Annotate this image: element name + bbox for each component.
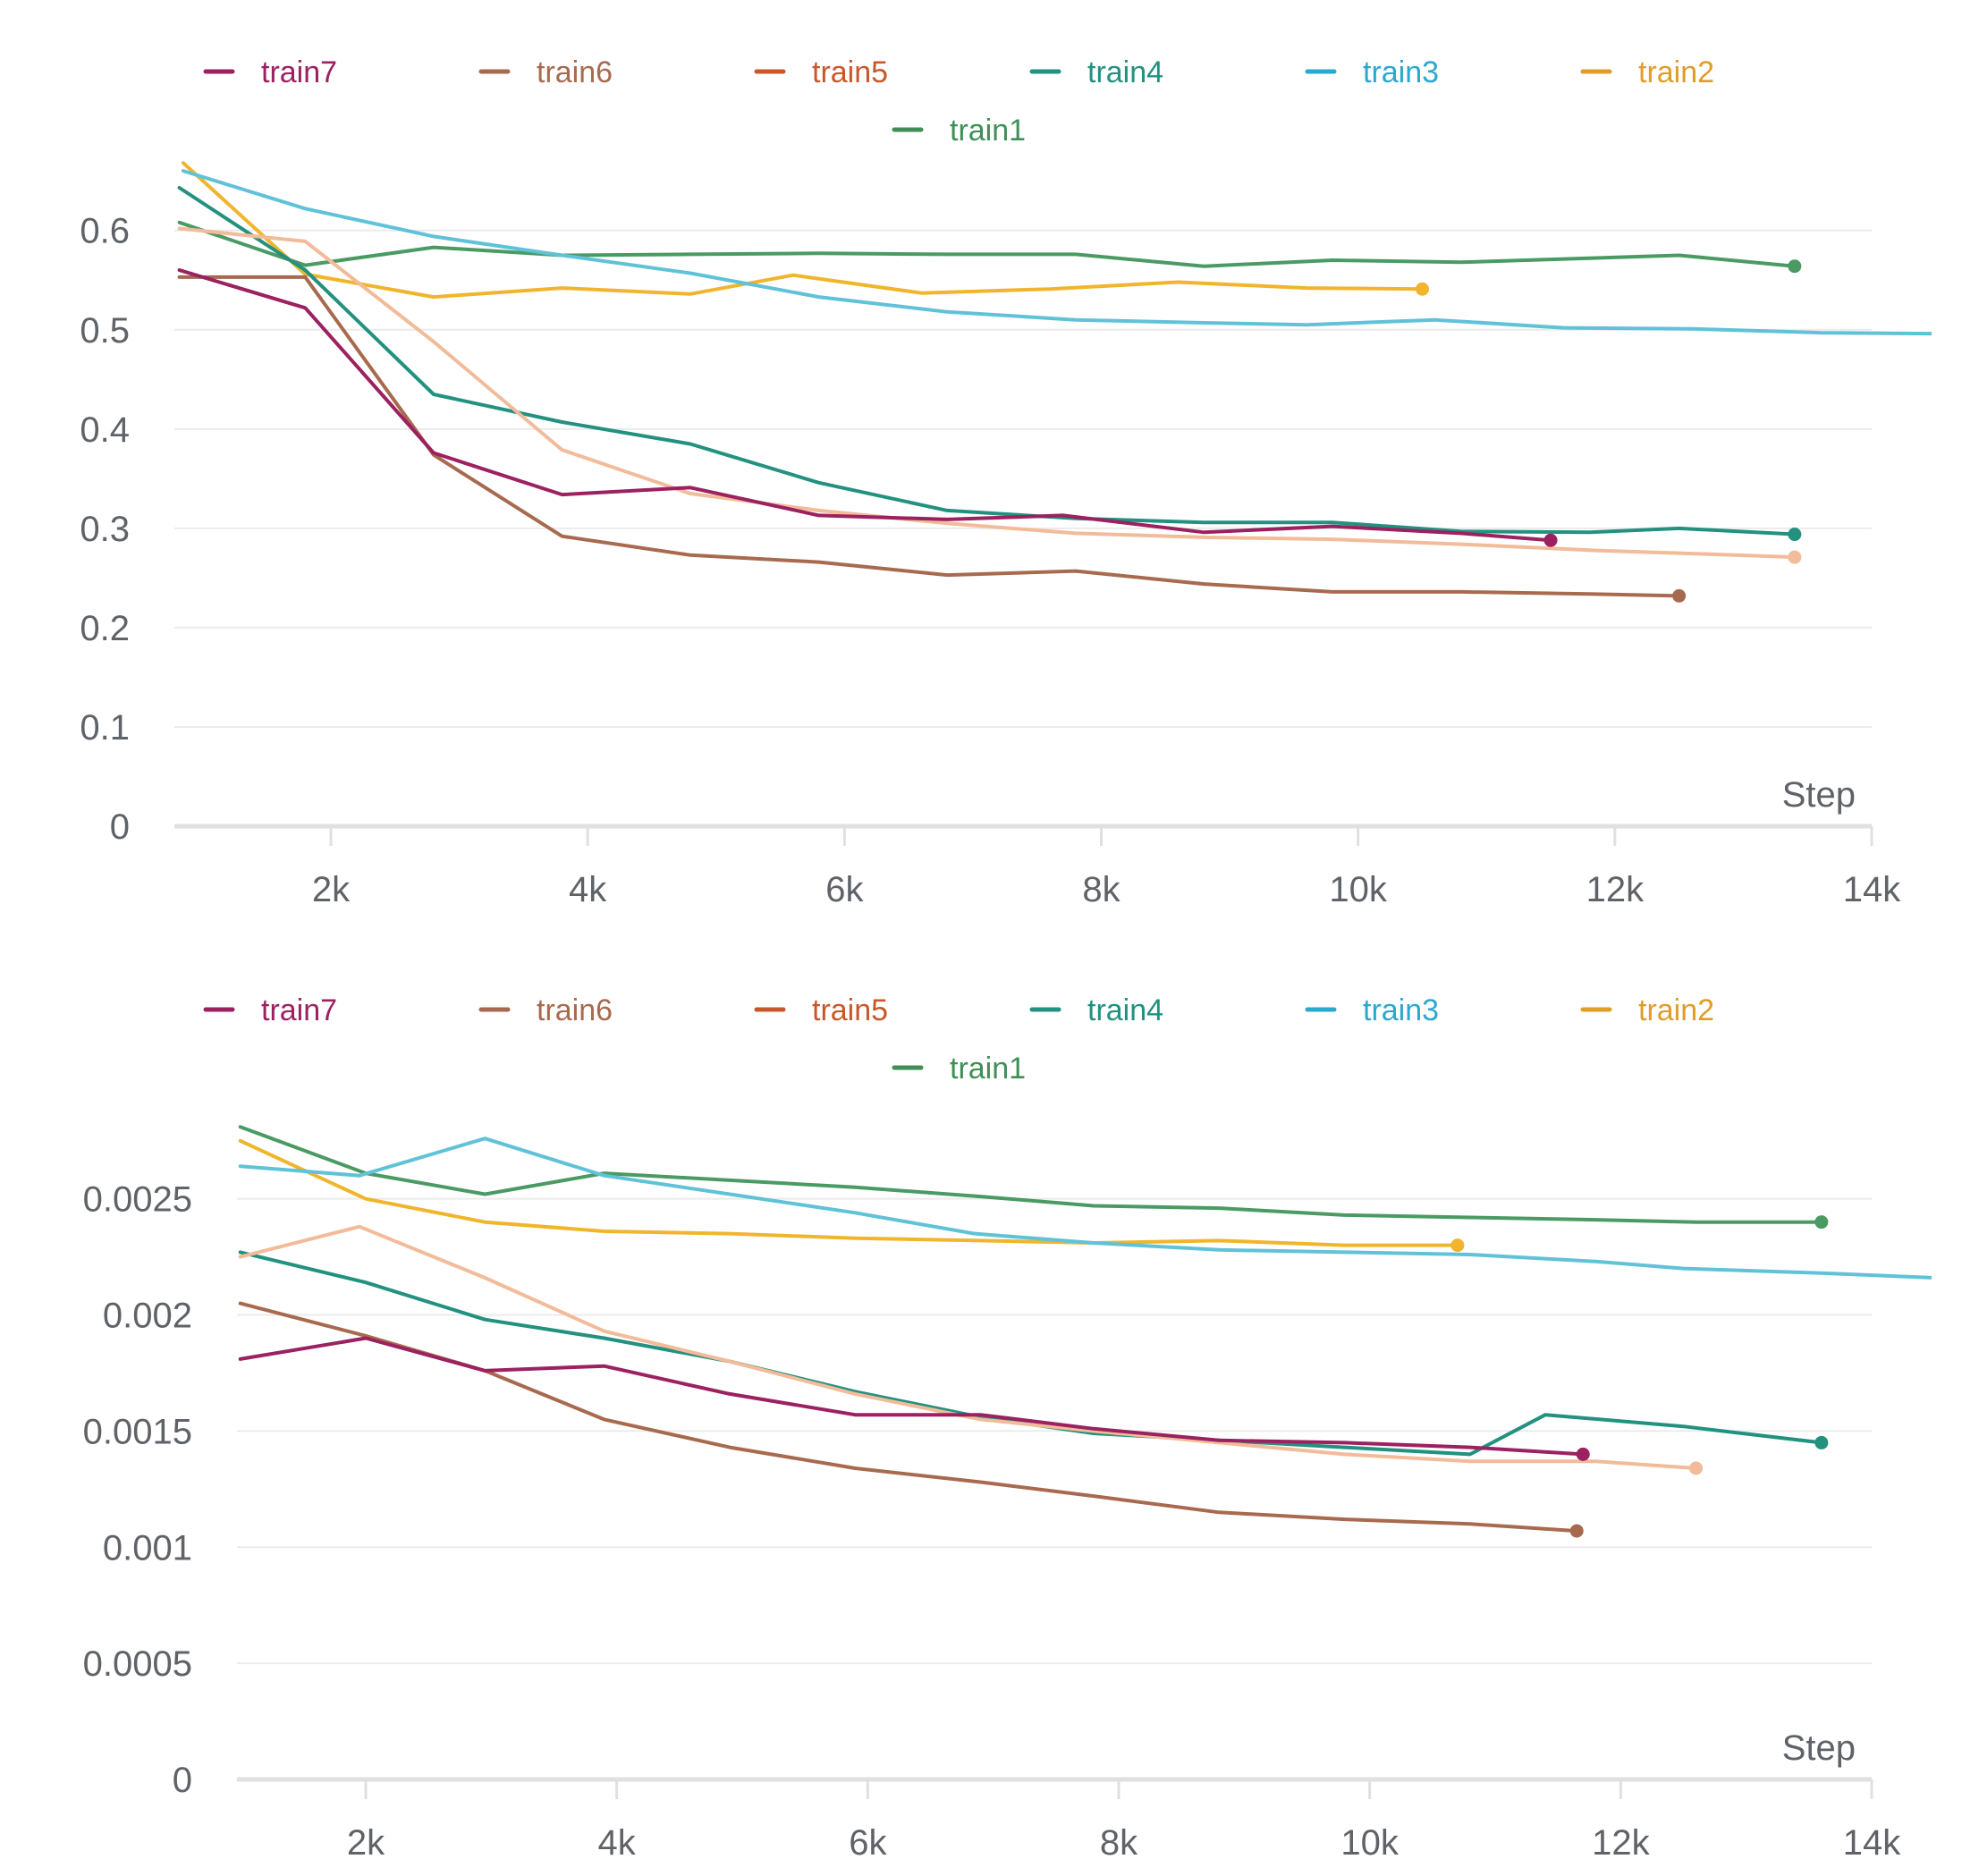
- legend-label-train5: train5: [812, 55, 888, 89]
- chart1-line-train5[interactable]: [177, 226, 1797, 560]
- chart1-legend: train7 train6 train5 train4 train3 train2 trai…: [203, 55, 1714, 148]
- legend-entry-train3[interactable]: train3: [1305, 993, 1439, 1027]
- legend-entry-train7[interactable]: train7: [203, 993, 337, 1027]
- chart1-line-train7[interactable]: [177, 268, 1552, 543]
- chart1-xtick-label: 14k: [1843, 870, 1901, 909]
- chart2-xtick-label: 10k: [1340, 1823, 1399, 1863]
- legend-entry-train4[interactable]: train4: [1029, 993, 1163, 1027]
- chart1-xtick-label: 4k: [569, 870, 607, 909]
- chart2-endpoint-train1[interactable]: [1814, 1215, 1829, 1230]
- legend-entry-train5[interactable]: train5: [754, 55, 888, 89]
- chart1-xtick-label: 2k: [312, 870, 351, 909]
- legend-entry-train7[interactable]: train7: [203, 55, 337, 89]
- legend-label-train1: train1: [950, 1052, 1026, 1086]
- chart1-endpoint-train2[interactable]: [1415, 282, 1429, 296]
- legend-label-train5: train5: [812, 993, 888, 1027]
- chart1-x-axis-title: Step: [1782, 775, 1856, 815]
- chart1-xtick-label: 12k: [1586, 870, 1645, 909]
- chart1-line-train1[interactable]: [177, 220, 1797, 268]
- chart1-series-group: [177, 161, 1936, 603]
- chart1-ytick-label: 0.3: [80, 510, 130, 549]
- chart1-ytick-label: 0: [110, 807, 130, 847]
- legend-label-train3: train3: [1363, 55, 1439, 89]
- chart1-endpoint-train1[interactable]: [1788, 259, 1802, 274]
- chart1-ytick-label: 0.2: [80, 609, 130, 648]
- chart2-ytick-label: 0.002: [103, 1297, 192, 1336]
- chart2-line-train2[interactable]: [238, 1138, 1459, 1247]
- loss-chart-bottom: 0 0.0005 0.001 0.0015 0.002 0.0025 2k 4k 6k 8k 10k…: [83, 993, 1935, 1863]
- chart2-line-train3[interactable]: [238, 1137, 1935, 1280]
- chart1-endpoint-train6[interactable]: [1672, 588, 1687, 603]
- chart1-plot: 0 0.1 0.2 0.3 0.4 0.5 0.6 2k 4k 6k 8k 10k 12k 14k Step: [80, 161, 1936, 909]
- legend-entry-train4[interactable]: train4: [1029, 55, 1163, 89]
- chart1-ytick-label: 0.5: [80, 311, 130, 351]
- chart1-endpoint-train7[interactable]: [1543, 533, 1558, 547]
- chart1-xtick-label: 8k: [1082, 870, 1121, 909]
- chart2-xtick-label: 8k: [1100, 1823, 1138, 1863]
- chart2-series-group: [238, 1125, 1935, 1538]
- chart2-line-train7[interactable]: [238, 1336, 1586, 1457]
- legend-label-train3: train3: [1363, 993, 1439, 1027]
- chart-panel-bottom: 0 0.0005 0.001 0.0015 0.002 0.0025 2k 4k 6k 8k 10k…: [0, 938, 1962, 1876]
- chart1-line-train3[interactable]: [181, 169, 1936, 336]
- legend-label-train4: train4: [1087, 993, 1163, 1027]
- legend-entry-train1[interactable]: train1: [892, 1052, 1026, 1086]
- chart1-xtick-label: 6k: [825, 870, 864, 909]
- legend-label-train1: train1: [950, 114, 1026, 148]
- chart2-plot: 0 0.0005 0.001 0.0015 0.002 0.0025 2k 4k 6k 8k 10k…: [83, 1125, 1935, 1863]
- legend-entry-train3[interactable]: train3: [1305, 55, 1439, 89]
- legend-entry-train5[interactable]: train5: [754, 993, 888, 1027]
- legend-entry-train1[interactable]: train1: [892, 114, 1026, 148]
- chart2-xtick-label: 14k: [1843, 1823, 1901, 1863]
- chart1-line-train4[interactable]: [177, 186, 1797, 537]
- chart1-ytick-label: 0.4: [80, 410, 130, 450]
- chart2-ytick-label: 0.0025: [83, 1180, 192, 1220]
- chart2-line-train6[interactable]: [238, 1301, 1579, 1534]
- chart2-xtick-label: 2k: [347, 1823, 385, 1863]
- legend-entry-train6[interactable]: train6: [478, 993, 613, 1027]
- chart2-ytick-label: 0: [173, 1761, 192, 1800]
- chart1-xtick-label: 10k: [1329, 870, 1387, 909]
- legend-label-train7: train7: [261, 993, 337, 1027]
- chart2-line-train1[interactable]: [238, 1125, 1823, 1224]
- chart2-endpoint-train6[interactable]: [1569, 1524, 1584, 1538]
- chart2-endpoint-train5[interactable]: [1689, 1461, 1704, 1475]
- loss-chart-top: 0 0.1 0.2 0.3 0.4 0.5 0.6 2k 4k 6k 8k 10k 12k 14k Step…: [80, 55, 1936, 909]
- chart2-x-axis-title: Step: [1782, 1728, 1856, 1768]
- chart1-ytick-label: 0.6: [80, 212, 130, 251]
- chart2-line-train5[interactable]: [238, 1224, 1698, 1470]
- chart2-ytick-label: 0.0005: [83, 1644, 192, 1684]
- legend-label-train6: train6: [537, 55, 613, 89]
- legend-label-train7: train7: [261, 55, 337, 89]
- legend-entry-train2[interactable]: train2: [1580, 55, 1714, 89]
- legend-entry-train2[interactable]: train2: [1580, 993, 1714, 1027]
- chart2-xtick-label: 12k: [1592, 1823, 1650, 1863]
- legend-label-train2: train2: [1638, 993, 1714, 1027]
- chart1-ytick-label: 0.1: [80, 708, 130, 748]
- chart1-line-train2[interactable]: [181, 161, 1425, 300]
- chart2-xtick-label: 6k: [849, 1823, 887, 1863]
- legend-label-train2: train2: [1638, 55, 1714, 89]
- legend-entry-train6[interactable]: train6: [478, 55, 613, 89]
- legend-label-train6: train6: [537, 993, 613, 1027]
- chart1-endpoint-train4[interactable]: [1788, 528, 1802, 542]
- chart2-legend: train7 train6 train5 train4 train3 train2 trai…: [203, 993, 1714, 1086]
- legend-label-train4: train4: [1087, 55, 1163, 89]
- chart1-endpoint-train5[interactable]: [1788, 550, 1802, 564]
- chart2-xtick-label: 4k: [598, 1823, 637, 1863]
- chart1-line-train6[interactable]: [177, 275, 1681, 598]
- chart2-endpoint-train4[interactable]: [1814, 1435, 1829, 1449]
- chart2-ytick-label: 0.001: [103, 1528, 192, 1568]
- chart2-endpoint-train2[interactable]: [1450, 1238, 1465, 1253]
- chart-panel-top: 0 0.1 0.2 0.3 0.4 0.5 0.6 2k 4k 6k 8k 10k 12k 14k Step…: [80, 55, 1936, 909]
- chart2-ytick-label: 0.0015: [83, 1412, 192, 1451]
- chart2-endpoint-train7[interactable]: [1576, 1447, 1590, 1461]
